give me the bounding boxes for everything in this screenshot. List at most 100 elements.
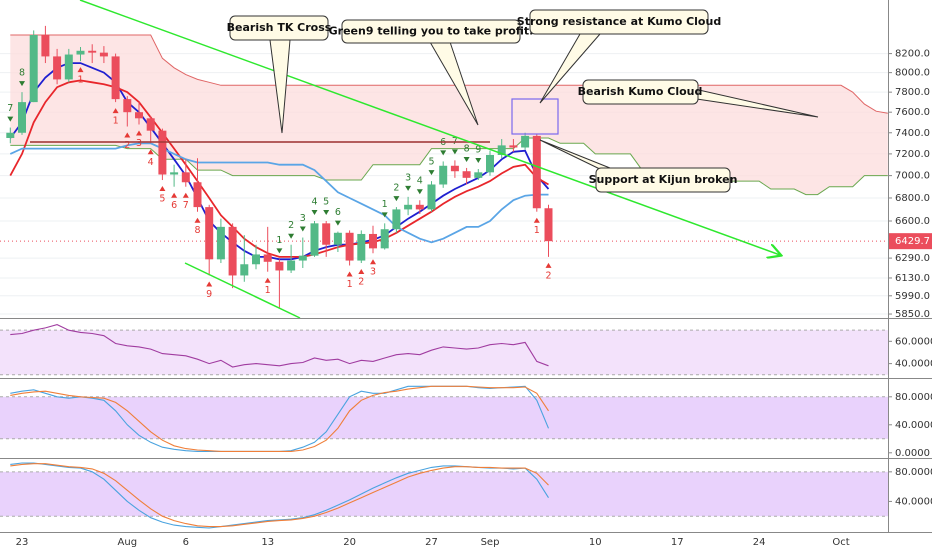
y-tick-label: 0.0000 xyxy=(895,448,930,459)
candle-body xyxy=(6,132,15,138)
annotations: Bearish TK Cross Green9 telling you to t… xyxy=(227,9,819,193)
count-arrow xyxy=(112,108,119,114)
annotation: Green9 telling you to take profit. xyxy=(329,25,534,38)
count-arrow xyxy=(381,212,388,218)
candle-body xyxy=(509,145,518,148)
y-tick-label: 80.0000 xyxy=(895,392,932,403)
candle-body xyxy=(263,254,272,262)
setup-count: 3 xyxy=(300,213,306,224)
count-arrow xyxy=(19,81,25,87)
candle-body xyxy=(322,223,331,245)
candle-body xyxy=(521,135,530,148)
count-arrow xyxy=(463,156,470,162)
cloud-lower-line xyxy=(10,137,888,196)
candle-body xyxy=(532,135,541,209)
count-arrow xyxy=(77,67,84,73)
count-arrow xyxy=(276,248,283,254)
setup-count: 1 xyxy=(113,116,119,127)
candle-body xyxy=(99,52,108,57)
setup-count: 1 xyxy=(534,225,540,236)
candle-body xyxy=(111,56,120,100)
x-tick-label: Aug xyxy=(118,537,138,548)
setup-count: 2 xyxy=(124,140,130,151)
band xyxy=(0,396,888,439)
x-tick-label: 20 xyxy=(343,537,356,548)
count-arrow xyxy=(451,149,458,155)
setup-count: 4 xyxy=(148,157,154,168)
callout-pointer xyxy=(539,139,621,173)
candle-body xyxy=(216,226,225,260)
x-tick-label: 27 xyxy=(425,537,438,548)
setup-count: 2 xyxy=(358,277,364,288)
count-arrow xyxy=(533,217,540,223)
count-arrow xyxy=(393,196,400,202)
count-arrow xyxy=(182,192,189,198)
count-arrow xyxy=(334,220,341,226)
candle-body xyxy=(53,56,62,80)
setup-count: 8 xyxy=(19,68,25,79)
y-tick-label: 6600.0 xyxy=(895,216,930,227)
callout xyxy=(529,9,709,35)
last-price-label: 6429.7 xyxy=(895,236,930,247)
setup-count: 1 xyxy=(347,279,353,290)
count-arrow xyxy=(346,271,353,277)
callout-pointer xyxy=(539,33,601,104)
candle-body xyxy=(298,255,307,261)
x-tick-label: 23 xyxy=(16,537,29,548)
setup-count: 4 xyxy=(311,196,317,207)
y-tick-label: 60.0000 xyxy=(895,336,932,347)
setup-count: 1 xyxy=(382,199,388,210)
count-arrow xyxy=(299,226,306,232)
count-arrow xyxy=(545,262,552,268)
candle-body xyxy=(170,172,179,175)
setup-count: 2 xyxy=(545,270,551,281)
count-arrow xyxy=(171,192,178,198)
setup-count: 5 xyxy=(428,157,434,168)
annotation: Strong resistance at Kumo Cloud xyxy=(517,15,721,28)
setup-count: 1 xyxy=(265,285,271,296)
x-tick-label: Sep xyxy=(481,537,500,548)
count-arrow xyxy=(358,269,365,275)
setup-count: 3 xyxy=(370,267,376,278)
callout-pointer xyxy=(429,41,479,126)
candle-body xyxy=(357,233,366,261)
last-price-box xyxy=(889,233,932,250)
candle-body xyxy=(497,145,506,155)
annotation: Support at Kijun broken xyxy=(589,173,738,186)
count-arrow xyxy=(428,170,435,176)
candle-body xyxy=(287,260,296,271)
setup-count: 2 xyxy=(288,220,294,231)
candle-body xyxy=(486,154,494,173)
candle-body xyxy=(88,50,97,53)
candle-body xyxy=(392,209,401,230)
candle-body xyxy=(158,130,167,175)
setup-count: 1 xyxy=(77,75,83,86)
candle-body xyxy=(240,264,249,276)
candle-body xyxy=(29,35,38,103)
candle-body xyxy=(181,172,190,183)
candle-body xyxy=(41,35,50,57)
y-tick-label: 6800.0 xyxy=(895,193,930,204)
callout xyxy=(341,19,521,44)
cloud-upper-line xyxy=(10,34,888,114)
callout xyxy=(595,167,731,193)
candle-body xyxy=(275,261,284,271)
band xyxy=(0,330,888,375)
candle-body xyxy=(345,232,354,261)
candle-body xyxy=(205,207,214,260)
oscillator-line xyxy=(10,324,549,368)
setup-count: 8 xyxy=(194,225,200,236)
y-tick-label: 40.0000 xyxy=(895,420,932,431)
count-arrow xyxy=(311,209,318,215)
oscillator-line xyxy=(10,463,549,528)
y-tick-label: 8000.0 xyxy=(895,68,930,79)
count-arrow xyxy=(7,116,14,122)
y-tick-label: 7200.0 xyxy=(895,149,930,160)
count-arrow xyxy=(159,186,166,192)
setup-count: 9 xyxy=(475,145,481,156)
y-tick-label: 8200.0 xyxy=(895,49,930,60)
setup-count: 8 xyxy=(464,143,470,154)
setup-count: 1 xyxy=(276,235,282,246)
indicator-line xyxy=(9,142,549,244)
indicator-line xyxy=(9,79,549,258)
